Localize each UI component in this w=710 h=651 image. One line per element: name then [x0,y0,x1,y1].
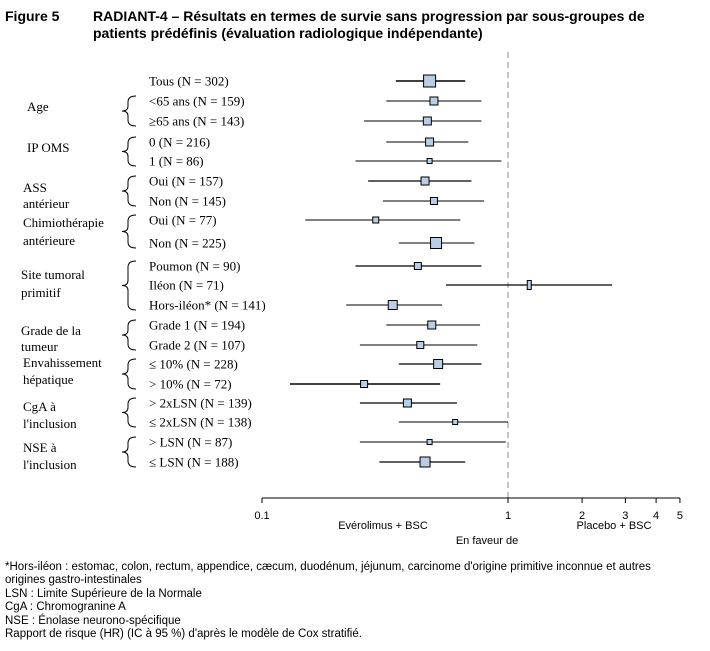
group-label: hépatique [23,372,74,387]
group-label: ASS [23,180,47,195]
row-label: Hors-iléon* (N = 141) [149,298,266,313]
hr-marker [427,320,437,330]
row-label: Iléon (N = 71) [149,278,224,293]
hr-marker [420,176,430,186]
row-label: ≤ 10% (N = 228) [149,357,238,372]
x-tick-label: 3 [622,510,628,522]
row-label: Grade 1 (N = 194) [149,318,245,333]
group-label: Age [27,99,49,114]
row-label: Non (N = 225) [149,236,226,251]
x-tick-label: 1 [505,510,511,522]
group-label: tumeur [21,339,58,354]
group-label: l'inclusion [23,416,77,431]
x-label-right: Placebo + BSC [577,520,652,532]
row-label: > 10% (N = 72) [149,377,232,392]
row-label: Non (N = 145) [149,194,226,209]
row-label: ≤ 2xLSN (N = 138) [149,415,252,430]
hr-marker [422,116,432,126]
row-label: > 2xLSN (N = 139) [149,396,252,411]
group-brace [121,136,137,167]
figure-title-line-2: patients prédéfinis (évaluation radiolog… [93,25,483,41]
row-label: Oui (N = 157) [149,174,223,189]
group-brace [121,358,137,390]
hr-marker [423,74,437,88]
x-tick-label: 2 [579,510,585,522]
x-tick-label: 4 [653,510,659,522]
hr-marker [425,137,435,147]
row-label: Oui (N = 77) [149,213,217,228]
hr-marker [372,216,380,224]
figure-title-line-1: RADIANT-4 – Résultats en termes de survi… [93,8,645,24]
row-label: ≤ LSN (N = 188) [149,455,239,470]
hr-marker [360,380,369,388]
figure-label: Figure 5 [5,8,60,24]
row-label: Poumon (N = 90) [149,259,240,274]
footnote-line: *Hors-iléon : estomac, colon, rectum, ap… [5,561,651,573]
x-tick-label: 5 [677,510,683,522]
x-label-center: En faveur de [456,535,518,547]
hr-marker [452,419,459,425]
footnote-line: CgA : Chromogranine A [5,601,126,614]
footnote-line: Rapport de risque (HR) (IC à 95 %) d'apr… [5,628,362,641]
group-brace [121,175,137,207]
footnote-line: NSE : Énolase neurono-spécifique [5,614,181,627]
group-brace [121,214,137,249]
group-brace [121,260,137,311]
group-label: Site tumoral [21,267,85,282]
row-label: 1 (N = 86) [149,154,204,169]
group-brace [121,319,137,351]
row-label: ≥65 ans (N = 143) [149,114,244,129]
x-label-left: Evérolimus + BSC [338,520,428,532]
group-brace [121,436,137,468]
footnotes: *Hors-iléon : estomac, colon, rectum, ap… [5,561,705,641]
hr-marker [426,158,433,164]
hr-marker [419,456,431,468]
group-label: Chimiothérapie [23,215,104,230]
hr-marker [429,197,438,205]
footnote-line: origines gastro-intestinales [5,574,142,587]
hr-marker [402,398,412,408]
x-tick-label: 0.1 [254,510,269,522]
group-label: antérieur [23,196,70,211]
forest-plot: 0.1 1 2 3 4 5 Evérolimus + BSC Placebo + BSC En … [21,52,683,547]
hr-marker [426,439,433,445]
footnote-line: LSN : Limite Supérieure de la Normale [5,587,202,600]
row-label: 0 (N = 216) [149,135,210,150]
group-label: Envahissement [23,355,102,370]
group-brace [121,397,137,428]
hr-marker [413,262,422,270]
group-label: IP OMS [27,140,70,155]
group-label: NSE à [23,440,57,455]
row-label: Tous (N = 302) [149,74,229,89]
group-label: Grade de la [21,323,81,338]
hr-marker [526,280,532,290]
hr-marker [433,359,444,369]
group-label: l'inclusion [23,457,77,472]
row-label: > LSN (N = 87) [149,435,232,450]
hr-marker [430,237,443,249]
row-label: <65 ans (N = 159) [149,94,245,109]
hr-marker [416,341,425,349]
group-brace [121,95,137,127]
hr-marker [387,300,398,310]
row-label: Grade 2 (N = 107) [149,338,245,353]
group-label: primitif [21,285,61,300]
hr-marker [429,96,439,106]
group-label: antérieure [23,233,75,248]
group-label: CgA à [23,399,56,414]
